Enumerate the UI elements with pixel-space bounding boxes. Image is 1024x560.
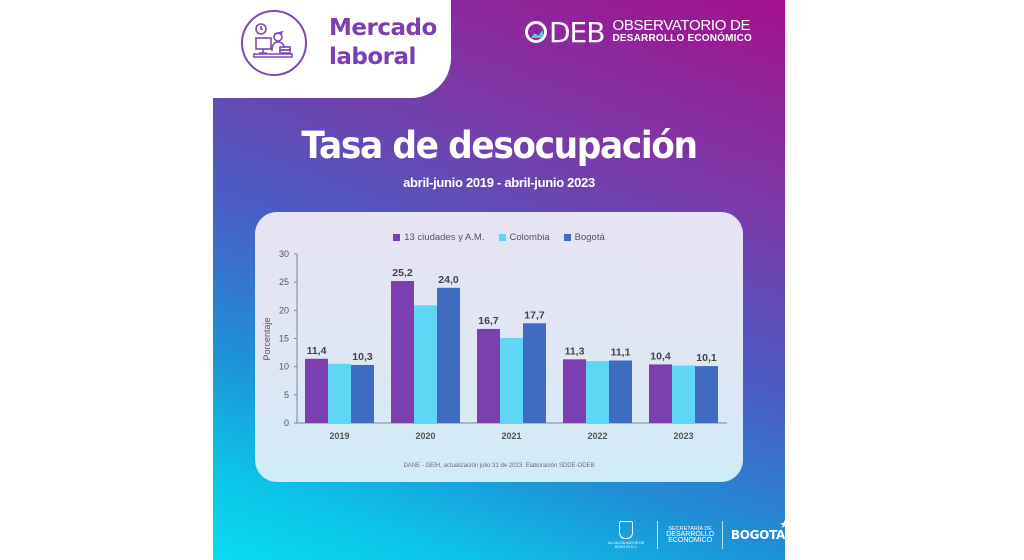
y-tick-label: 15 xyxy=(279,334,289,344)
odeb-letters: DEB xyxy=(549,15,605,49)
x-tick-label: 2022 xyxy=(587,431,607,441)
source-note: DANE - GEIH, actualización julio 31 de 2… xyxy=(403,463,595,469)
x-tick-label: 2019 xyxy=(329,431,349,441)
infographic-poster: Mercado laboral DEB OBSERVATORIO DE DESA… xyxy=(213,0,785,560)
worker-at-desk-icon xyxy=(241,10,307,76)
section-title-line1: Mercado xyxy=(329,15,437,41)
bar-bogot--2022 xyxy=(609,360,632,423)
bar-bogot--2021 xyxy=(523,323,546,423)
legend-label: Bogotá xyxy=(574,232,605,243)
y-axis-label: Porcentaje xyxy=(262,317,272,360)
data-label: 11,4 xyxy=(307,345,327,357)
odeb-chart-icon xyxy=(525,21,547,43)
legend-swatch xyxy=(498,234,506,241)
data-label: 11,1 xyxy=(611,346,631,358)
chart-title: Tasa de desocupación xyxy=(301,124,698,167)
secretaria-line3: ECONÓMICO xyxy=(668,537,713,544)
data-label: 10,3 xyxy=(352,351,373,363)
bar-13-ciudades-y-a-m--2022 xyxy=(563,359,586,423)
legend-label: 13 ciudades y A.M. xyxy=(404,232,485,243)
secretaria-line2: DESARROLLO xyxy=(666,531,715,538)
chart-card: 13 ciudades y A.M. Colombia Bogotá Porce… xyxy=(255,212,743,482)
bar-13-ciudades-y-a-m--2023 xyxy=(649,364,672,423)
bar-colombia-2022 xyxy=(586,361,609,423)
y-tick-label: 30 xyxy=(279,249,289,259)
bar-colombia-2019 xyxy=(328,363,351,423)
data-label: 11,3 xyxy=(565,345,585,357)
bar-colombia-2021 xyxy=(500,337,523,423)
bar-chart: Porcentaje 0 5 10 15 20 25 30 11,4 10,3 2019 25,2 2… xyxy=(262,249,727,441)
bogota-logo: BOGOTA ★ xyxy=(730,518,785,542)
data-label: 24,0 xyxy=(438,274,459,286)
odeb-fullname: OBSERVATORIO DE DESARROLLO ECONÓMICO xyxy=(612,17,753,45)
legend-item-series3: Bogotá xyxy=(563,232,605,243)
x-tick-label: 2021 xyxy=(501,431,521,441)
bar-bogot--2019 xyxy=(351,364,374,423)
star-icon: ★ xyxy=(779,518,785,531)
legend-item-series2: Colombia xyxy=(498,232,550,243)
y-tick-label: 25 xyxy=(279,277,289,287)
bar-colombia-2023 xyxy=(672,365,695,423)
bar-colombia-2020 xyxy=(414,305,437,423)
legend-swatch xyxy=(563,234,571,241)
data-label: 16,7 xyxy=(478,315,499,327)
section-header: Mercado laboral xyxy=(213,0,451,98)
data-label: 25,2 xyxy=(392,267,413,279)
odeb-line2: DESARROLLO ECONÓMICO xyxy=(612,33,753,44)
y-tick-label: 10 xyxy=(279,362,289,372)
y-tick-label: 0 xyxy=(284,418,289,428)
alcaldia-caption: ALCALDÍA MAYOR DE BOGOTÁ D.C. xyxy=(608,541,645,549)
odeb-logo: DEB OBSERVATORIO DE DESARROLLO ECONÓMICO xyxy=(525,14,752,50)
data-label: 10,1 xyxy=(696,352,717,364)
odeb-wordmark: DEB xyxy=(525,15,605,49)
secretaria-logo: SECRETARÍA DE DESARROLLO ECONÓMICO xyxy=(666,526,714,544)
divider xyxy=(722,521,723,549)
x-tick-label: 2020 xyxy=(415,431,435,441)
bogota-wordmark: BOGOTA xyxy=(730,528,785,542)
data-label: 10,4 xyxy=(650,350,671,362)
chart-subtitle: abril-junio 2019 - abril-junio 2023 xyxy=(403,175,595,190)
y-tick-label: 20 xyxy=(279,305,289,315)
bar-bogot--2020 xyxy=(437,287,460,423)
y-tick-label: 5 xyxy=(284,390,289,400)
secretaria-line1: SECRETARÍA DE xyxy=(668,526,712,532)
alcaldia-logo: ALCALDÍA MAYOR DE BOGOTÁ D.C. xyxy=(603,521,649,549)
section-title-line2: laboral xyxy=(329,44,416,70)
bar-bogot--2023 xyxy=(695,366,718,423)
legend-label: Colombia xyxy=(509,232,550,243)
section-title: Mercado laboral xyxy=(329,14,437,72)
bar-13-ciudades-y-a-m--2020 xyxy=(391,281,414,423)
divider xyxy=(657,521,659,549)
footer-logos: ALCALDÍA MAYOR DE BOGOTÁ D.C. SECRETARÍA… xyxy=(603,518,785,552)
x-tick-label: 2023 xyxy=(673,431,693,441)
bar-13-ciudades-y-a-m--2019 xyxy=(305,358,328,423)
legend-swatch xyxy=(393,234,401,241)
legend-item-series1: 13 ciudades y A.M. xyxy=(393,232,485,243)
chart-legend: 13 ciudades y A.M. Colombia Bogotá xyxy=(255,232,743,243)
coat-of-arms-icon xyxy=(619,521,634,539)
data-label: 17,7 xyxy=(524,309,545,321)
bar-13-ciudades-y-a-m--2021 xyxy=(477,328,500,423)
odeb-line1: OBSERVATORIO DE xyxy=(612,17,751,34)
